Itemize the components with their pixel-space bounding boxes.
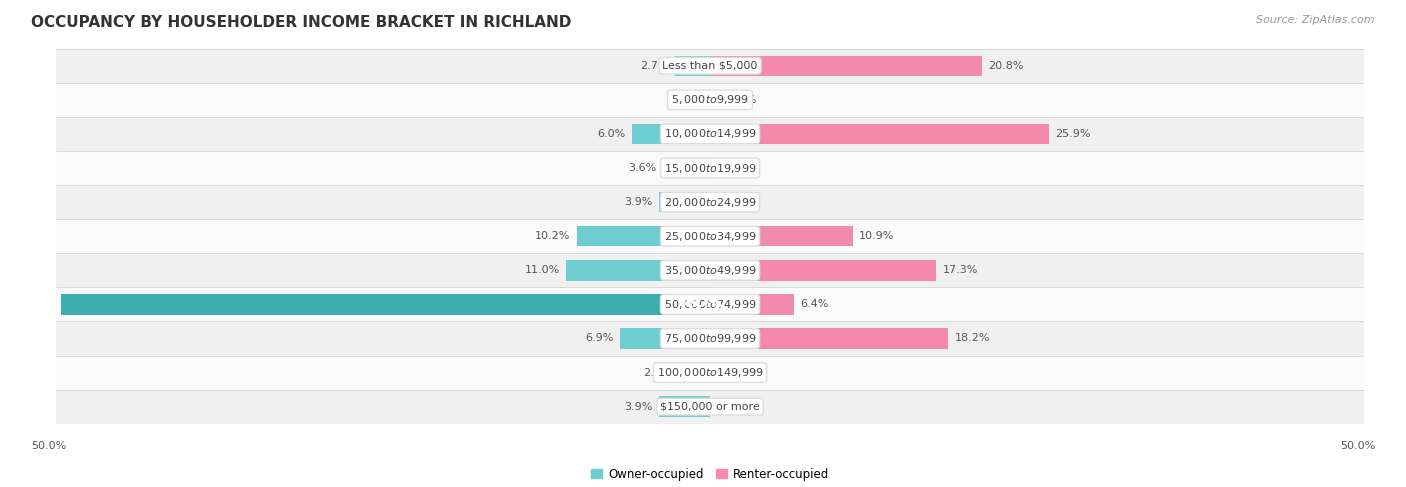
Text: 25.9%: 25.9% bbox=[1056, 129, 1091, 139]
Bar bbox=[679, 362, 710, 383]
Text: 0.0%: 0.0% bbox=[717, 402, 745, 412]
Bar bbox=[576, 226, 710, 246]
Bar bbox=[659, 396, 710, 417]
Legend: Owner-occupied, Renter-occupied: Owner-occupied, Renter-occupied bbox=[586, 463, 834, 485]
Bar bbox=[56, 151, 1364, 185]
Text: 18.2%: 18.2% bbox=[955, 334, 990, 343]
Bar bbox=[620, 328, 710, 349]
Bar bbox=[56, 49, 1364, 83]
Text: 6.4%: 6.4% bbox=[800, 300, 828, 309]
Bar bbox=[56, 287, 1364, 321]
Bar bbox=[664, 158, 710, 178]
Text: 10.2%: 10.2% bbox=[534, 231, 569, 241]
Text: 11.0%: 11.0% bbox=[524, 265, 560, 275]
Text: $15,000 to $19,999: $15,000 to $19,999 bbox=[664, 162, 756, 174]
Text: Source: ZipAtlas.com: Source: ZipAtlas.com bbox=[1257, 15, 1375, 25]
Bar bbox=[710, 124, 1049, 144]
Text: 3.6%: 3.6% bbox=[628, 163, 657, 173]
Bar bbox=[675, 56, 710, 76]
Text: 10.9%: 10.9% bbox=[859, 231, 894, 241]
Text: $5,000 to $9,999: $5,000 to $9,999 bbox=[671, 94, 749, 106]
Text: 50.0%: 50.0% bbox=[1340, 441, 1375, 450]
Bar bbox=[56, 321, 1364, 356]
Text: 0.32%: 0.32% bbox=[721, 197, 756, 207]
Text: $25,000 to $34,999: $25,000 to $34,999 bbox=[664, 230, 756, 243]
Text: 3.9%: 3.9% bbox=[624, 402, 652, 412]
Bar bbox=[710, 90, 714, 110]
Text: 50.0%: 50.0% bbox=[31, 441, 66, 450]
Text: $100,000 to $149,999: $100,000 to $149,999 bbox=[657, 366, 763, 379]
Text: 6.0%: 6.0% bbox=[596, 129, 626, 139]
Bar bbox=[56, 83, 1364, 117]
Bar bbox=[62, 294, 710, 315]
Bar bbox=[710, 56, 981, 76]
Text: 0.0%: 0.0% bbox=[717, 163, 745, 173]
Bar bbox=[567, 260, 710, 281]
Text: $20,000 to $24,999: $20,000 to $24,999 bbox=[664, 196, 756, 208]
Bar bbox=[659, 192, 710, 212]
Text: 0.0%: 0.0% bbox=[717, 368, 745, 377]
Text: $10,000 to $14,999: $10,000 to $14,999 bbox=[664, 128, 756, 140]
Bar bbox=[56, 253, 1364, 287]
Text: 3.9%: 3.9% bbox=[624, 197, 652, 207]
Bar bbox=[710, 294, 794, 315]
Bar bbox=[56, 185, 1364, 219]
Bar bbox=[710, 328, 948, 349]
Bar bbox=[631, 124, 710, 144]
Text: $150,000 or more: $150,000 or more bbox=[661, 402, 759, 412]
Bar bbox=[56, 390, 1364, 424]
Bar bbox=[56, 219, 1364, 253]
Text: 0.0%: 0.0% bbox=[675, 95, 703, 105]
Text: $75,000 to $99,999: $75,000 to $99,999 bbox=[664, 332, 756, 345]
Text: 20.8%: 20.8% bbox=[988, 61, 1024, 71]
Bar bbox=[710, 260, 936, 281]
Text: 17.3%: 17.3% bbox=[943, 265, 979, 275]
Text: OCCUPANCY BY HOUSEHOLDER INCOME BRACKET IN RICHLAND: OCCUPANCY BY HOUSEHOLDER INCOME BRACKET … bbox=[31, 15, 571, 30]
Text: Less than $5,000: Less than $5,000 bbox=[662, 61, 758, 71]
Bar bbox=[56, 356, 1364, 390]
Text: 2.7%: 2.7% bbox=[640, 61, 668, 71]
Text: 49.6%: 49.6% bbox=[683, 300, 723, 309]
Bar bbox=[710, 226, 852, 246]
Bar bbox=[56, 117, 1364, 151]
Text: 0.32%: 0.32% bbox=[721, 95, 756, 105]
Bar bbox=[710, 192, 714, 212]
Text: 2.4%: 2.4% bbox=[644, 368, 672, 377]
Text: 6.9%: 6.9% bbox=[585, 334, 613, 343]
Text: $50,000 to $74,999: $50,000 to $74,999 bbox=[664, 298, 756, 311]
Text: $35,000 to $49,999: $35,000 to $49,999 bbox=[664, 264, 756, 277]
